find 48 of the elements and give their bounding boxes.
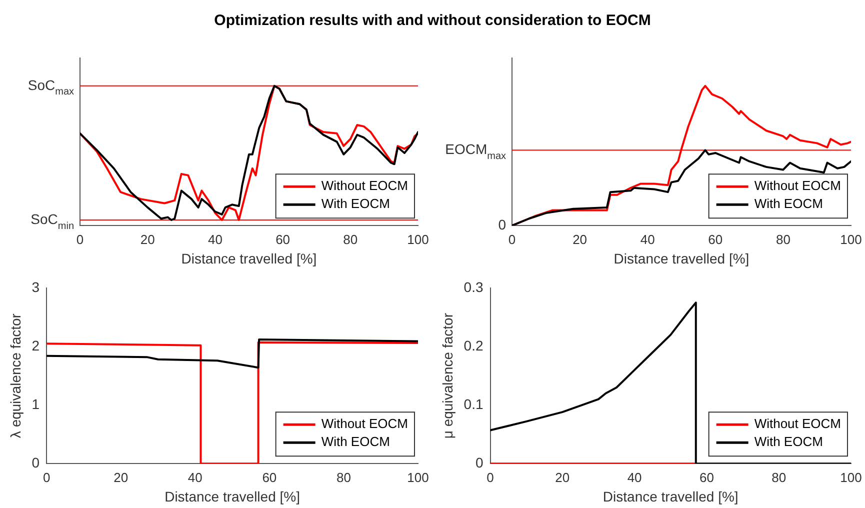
x-axis-title: Distance travelled [%]: [181, 250, 317, 266]
x-tick-label: 20: [555, 470, 570, 485]
x-tick-label: 80: [776, 232, 790, 247]
legend-label: With EOCM: [321, 434, 390, 450]
y-tick-label: 2: [32, 337, 40, 354]
x-tick-label: 0: [486, 470, 494, 485]
x-tick-label: 80: [336, 470, 351, 485]
legend-label: With EOCM: [321, 196, 390, 212]
y-axis-title: μ equivalence factor: [439, 312, 456, 439]
x-axis-title: Distance travelled [%]: [614, 250, 750, 266]
x-tick-label: 60: [699, 470, 714, 485]
x-axis-title: Distance travelled [%]: [602, 488, 738, 504]
x-tick-label: 100: [840, 232, 862, 247]
x-tick-label: 0: [42, 470, 50, 485]
x-tick-label: 40: [188, 470, 202, 485]
x-tick-label: 80: [343, 232, 358, 247]
x-tick-label: 20: [572, 232, 588, 247]
x-tick-label: 40: [627, 470, 642, 485]
y-axis-title: λ equivalence factor: [7, 313, 24, 438]
y-tick-label: 0: [475, 454, 484, 470]
text: 0: [498, 216, 506, 232]
y-tick-label: 3: [32, 278, 40, 295]
y-tick-label: 0.3: [464, 278, 484, 295]
legend-label: Without EOCM: [321, 416, 408, 432]
x-tick-label: 40: [208, 232, 222, 247]
chart-title: Optimization results with and without consideration to EOCM: [213, 12, 652, 29]
legend-label: With EOCM: [754, 434, 823, 450]
x-tick-label: 20: [140, 232, 155, 247]
x-tick-label: 0: [508, 232, 516, 247]
x-tick-label: 100: [407, 232, 429, 247]
x-axis-title: Distance travelled [%]: [164, 488, 300, 504]
legend-label: Without EOCM: [754, 416, 842, 432]
y-tick-label: 0.2: [464, 337, 484, 354]
x-tick-label: 40: [640, 232, 655, 247]
legend-label: Without EOCM: [754, 178, 842, 194]
legend-label: With EOCM: [754, 196, 823, 212]
y-tick-label: 1: [32, 396, 40, 412]
x-tick-label: 60: [262, 470, 277, 485]
x-tick-label: 0: [76, 232, 84, 247]
x-tick-label: 60: [708, 232, 723, 247]
y-tick-label: 0.1: [464, 396, 484, 412]
x-tick-label: 100: [407, 470, 429, 485]
x-tick-label: 20: [114, 470, 128, 485]
x-tick-label: 100: [840, 470, 862, 485]
y-tick-label: 0: [32, 454, 40, 470]
legend-label: Without EOCM: [321, 178, 408, 194]
x-tick-label: 60: [276, 232, 290, 247]
x-tick-label: 80: [772, 470, 786, 485]
